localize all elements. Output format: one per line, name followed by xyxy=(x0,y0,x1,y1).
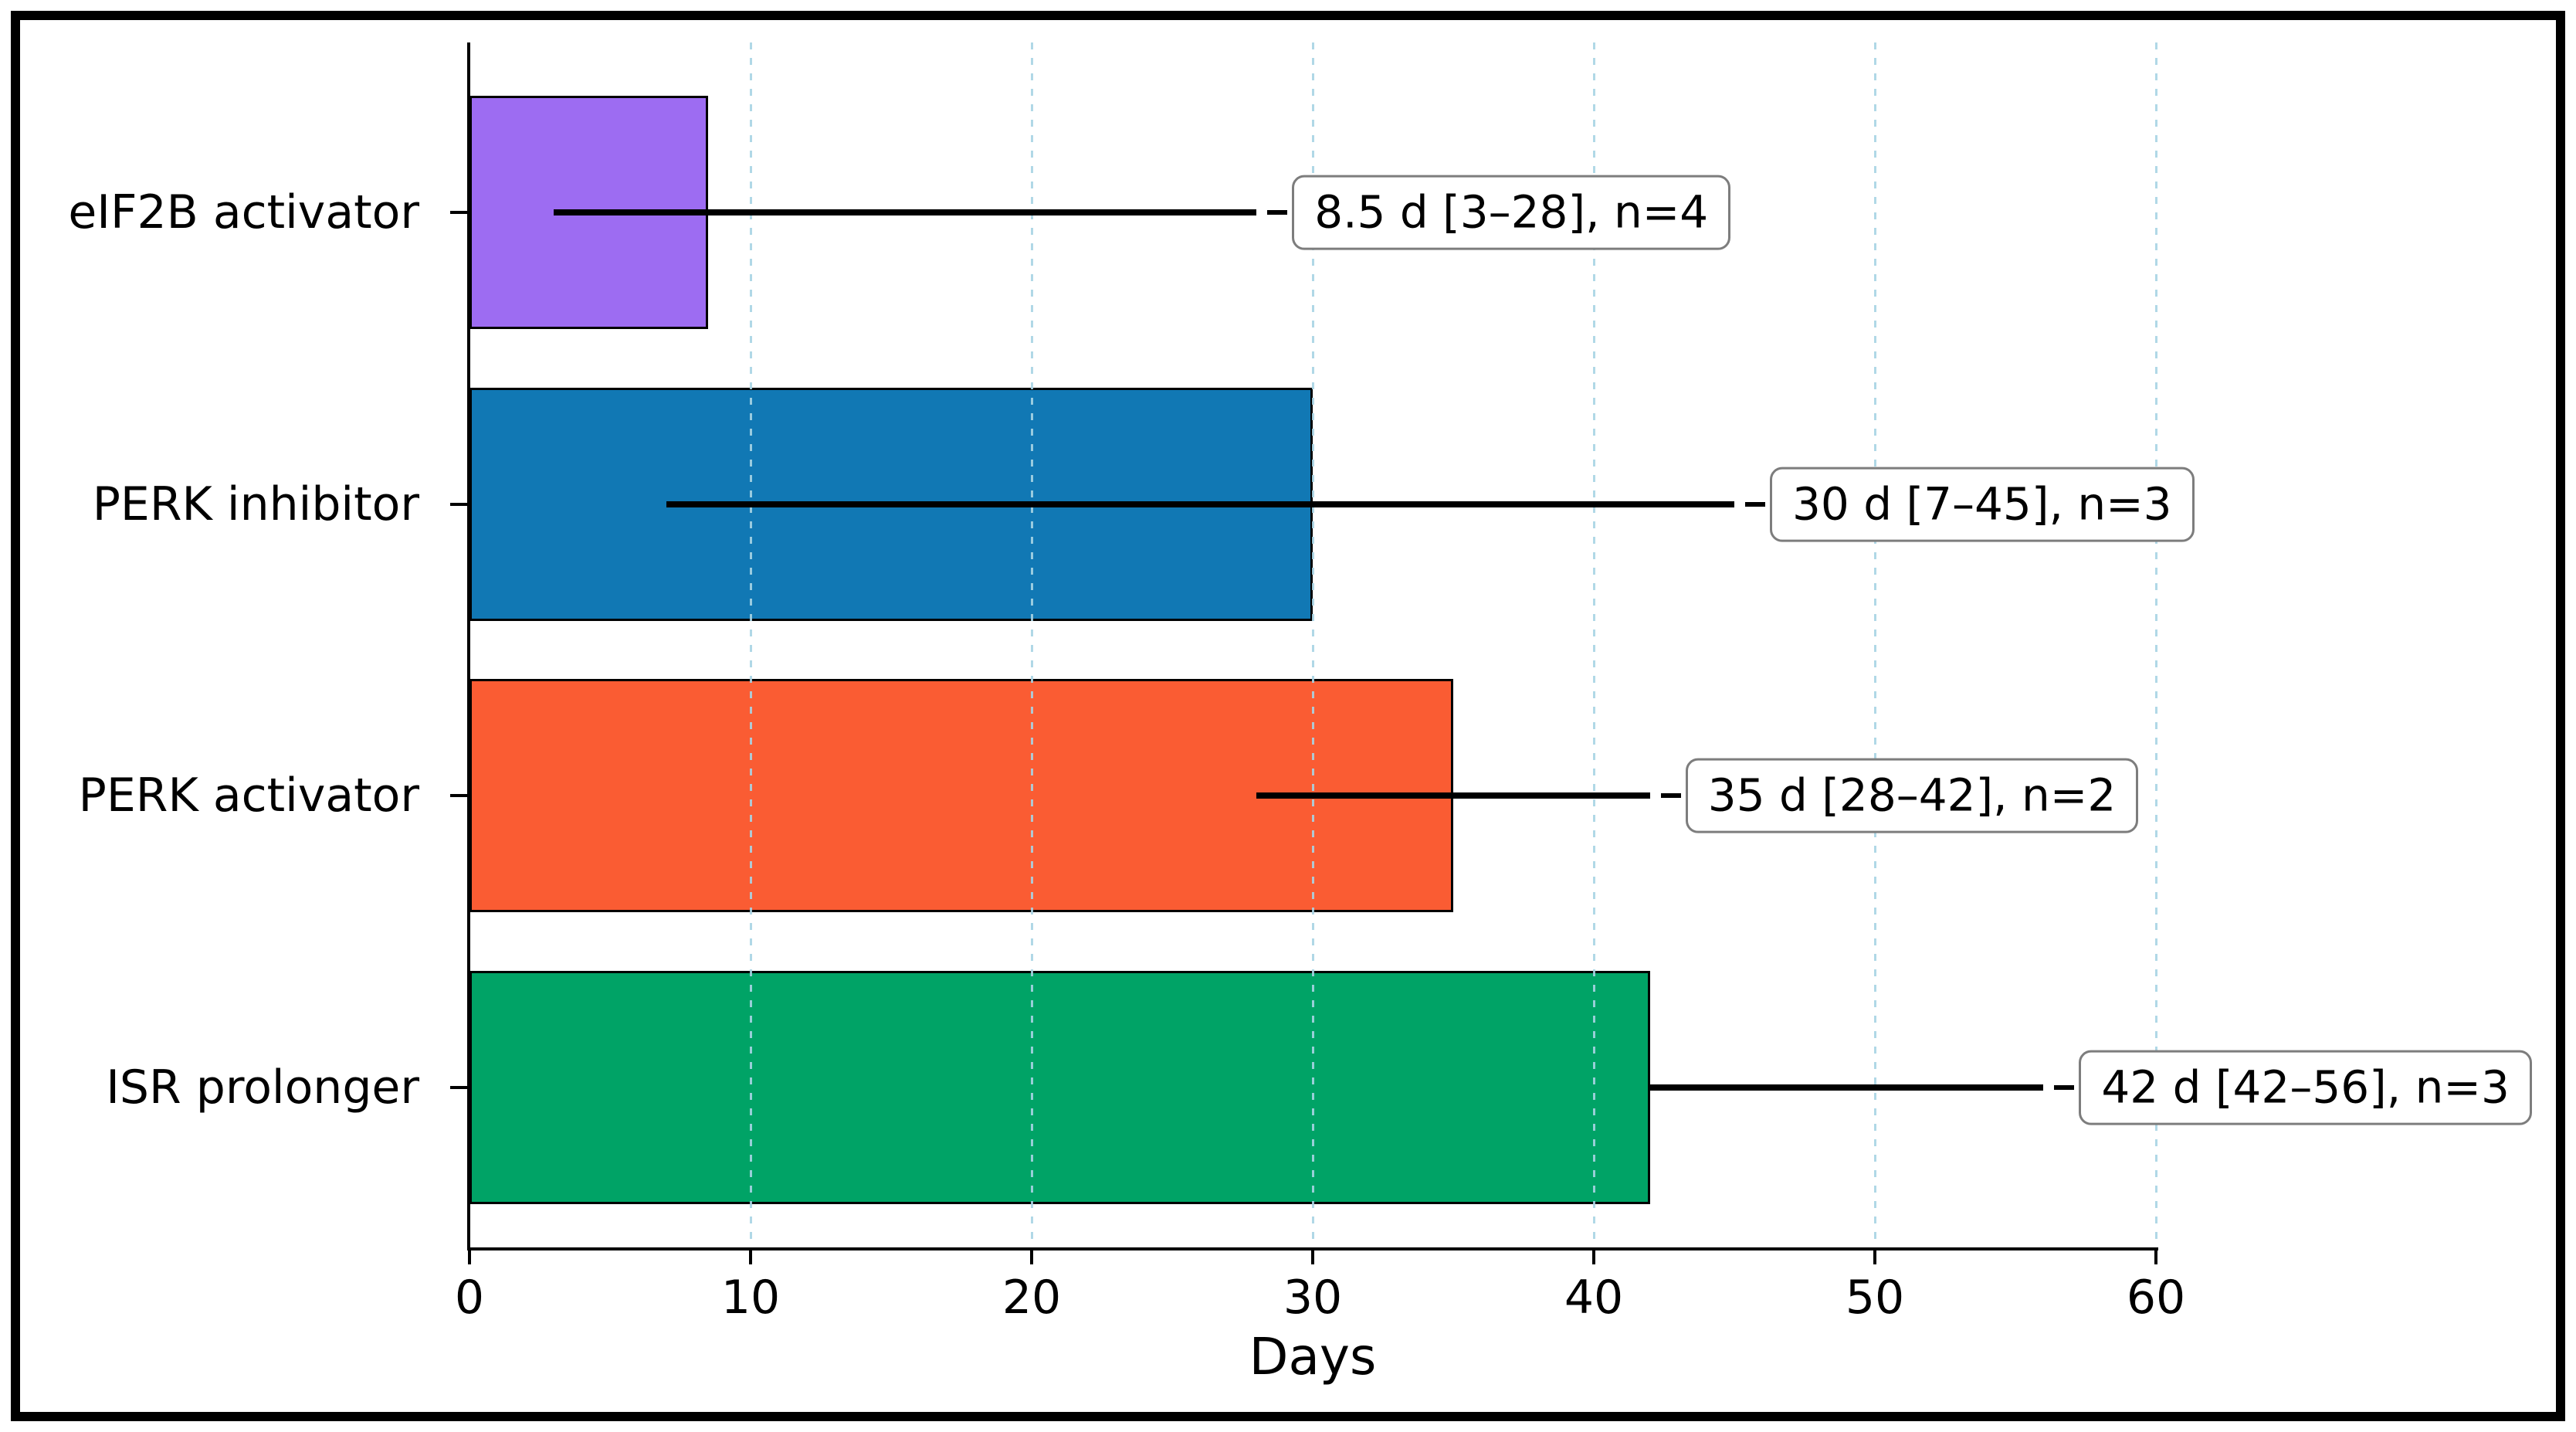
range-line-0 xyxy=(554,209,1257,215)
x-tick-0 xyxy=(468,1250,471,1264)
range-line-2 xyxy=(1256,792,1650,799)
x-tick-label-50: 50 xyxy=(1845,1271,1905,1325)
gridline-20 xyxy=(1030,42,1033,1247)
range-line-1 xyxy=(666,501,1734,507)
x-tick-10 xyxy=(749,1250,752,1264)
annotation-box-2: 35 d [28–42], n=2 xyxy=(1685,758,2139,833)
x-axis-label: Days xyxy=(1249,1327,1377,1386)
x-tick-label-60: 60 xyxy=(2126,1271,2186,1325)
x-tick-label-40: 40 xyxy=(1564,1271,1624,1325)
x-tick-label-30: 30 xyxy=(1283,1271,1343,1325)
annotation-leader-2 xyxy=(1660,793,1681,798)
annotation-box-0: 8.5 d [3–28], n=4 xyxy=(1292,175,1731,250)
gridline-60 xyxy=(2154,42,2157,1247)
category-label-1: PERK inhibitor xyxy=(92,477,419,531)
x-tick-50 xyxy=(1873,1250,1876,1264)
y-tick-1 xyxy=(450,503,467,506)
y-tick-2 xyxy=(450,794,467,797)
annotation-leader-0 xyxy=(1267,210,1288,215)
annotation-leader-3 xyxy=(2054,1085,2075,1090)
gridline-30 xyxy=(1311,42,1314,1247)
x-axis-spine xyxy=(467,1247,2158,1250)
category-label-2: PERK activator xyxy=(78,769,419,823)
gridline-40 xyxy=(1592,42,1595,1247)
category-label-3: ISR prolonger xyxy=(106,1060,419,1115)
annotation-leader-1 xyxy=(1745,502,1765,507)
range-line-3 xyxy=(1649,1084,2044,1091)
x-tick-40 xyxy=(1592,1250,1595,1264)
x-tick-label-10: 10 xyxy=(720,1271,781,1325)
gridline-10 xyxy=(749,42,752,1247)
x-tick-label-0: 0 xyxy=(454,1271,485,1325)
y-axis-spine xyxy=(467,42,470,1250)
bar-isr-prolonger xyxy=(469,971,1650,1204)
x-tick-20 xyxy=(1030,1250,1033,1264)
annotation-box-3: 42 d [42–56], n=3 xyxy=(2079,1050,2532,1125)
y-tick-0 xyxy=(450,211,467,214)
x-tick-60 xyxy=(2154,1250,2157,1264)
y-tick-3 xyxy=(450,1086,467,1089)
x-tick-label-20: 20 xyxy=(1002,1271,1062,1325)
gridline-50 xyxy=(1873,42,1876,1247)
x-tick-30 xyxy=(1311,1250,1314,1264)
category-label-0: eIF2B activator xyxy=(68,185,419,239)
annotation-box-1: 30 d [7–45], n=3 xyxy=(1770,467,2195,542)
